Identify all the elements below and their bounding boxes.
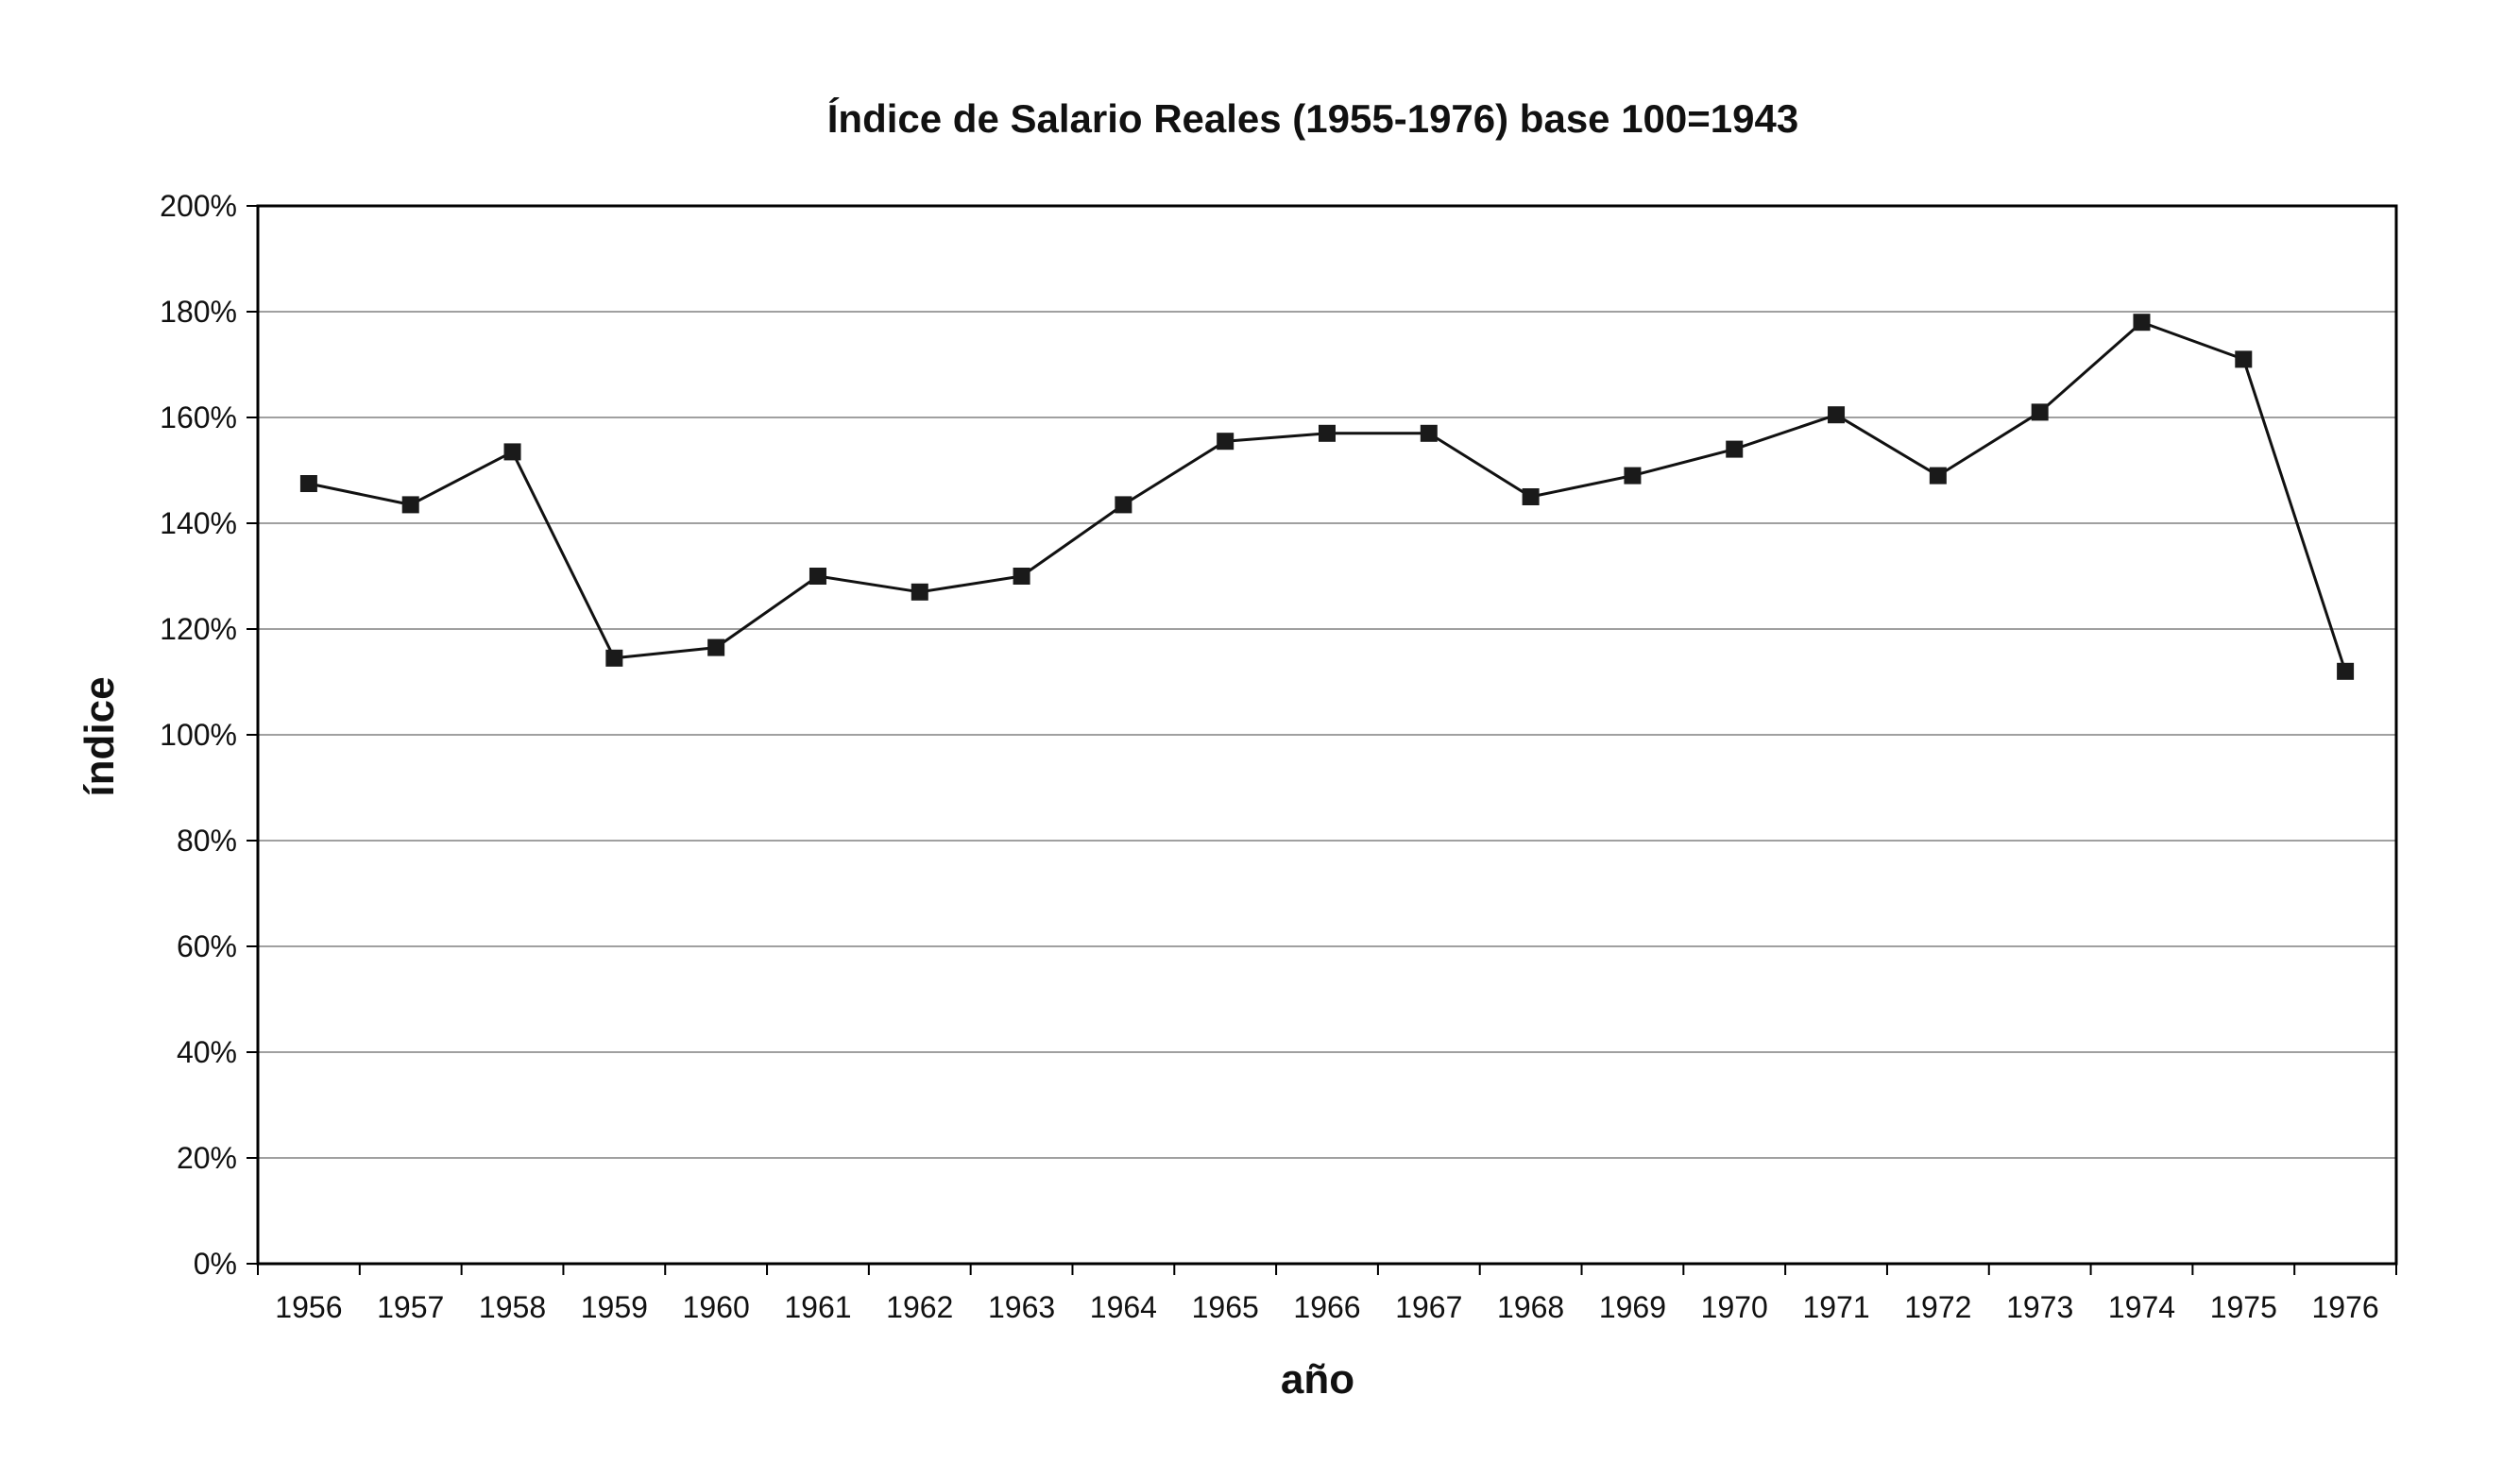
data-point — [911, 583, 928, 601]
y-tick-label: 0% — [194, 1247, 237, 1281]
y-tick-label: 100% — [160, 718, 237, 752]
data-point — [1522, 488, 1540, 505]
chart-title: Índice de Salario Reales (1955-1976) bas… — [827, 96, 1799, 141]
y-tick-label: 20% — [177, 1141, 237, 1175]
data-point — [1828, 406, 1846, 424]
y-axis: 0% 20% 40% 60% 80% 100% 120% 140% 160% 180% 200% — [160, 189, 258, 1281]
x-tick-label: 1963 — [988, 1290, 1055, 1324]
x-axis: 1956 1957 1958 1959 1960 1961 1962 1963 1964 1965… — [257, 1264, 2397, 1324]
data-point — [2235, 350, 2253, 368]
x-tick-label: 1967 — [1395, 1290, 1462, 1324]
y-tick-label: 140% — [160, 506, 237, 540]
x-tick-label: 1975 — [2210, 1290, 2277, 1324]
x-tick-label: 1965 — [1192, 1290, 1259, 1324]
data-point — [1319, 424, 1336, 442]
data-point — [1217, 433, 1234, 451]
data-point — [1726, 440, 1744, 458]
x-tick-label: 1973 — [2006, 1290, 2073, 1324]
gridlines — [258, 311, 2396, 1159]
data-point — [605, 649, 623, 667]
data-point — [1115, 496, 1132, 514]
x-tick-label: 1976 — [2312, 1290, 2379, 1324]
series-line — [308, 320, 2347, 672]
y-axis-title: índice — [77, 676, 123, 796]
x-tick-label: 1962 — [886, 1290, 953, 1324]
x-tick-label: 1956 — [275, 1290, 342, 1324]
data-point — [2031, 403, 2049, 421]
x-tick-label: 1960 — [683, 1290, 750, 1324]
y-tick-label: 200% — [160, 189, 237, 223]
x-tick-label: 1959 — [581, 1290, 648, 1324]
x-tick-label: 1969 — [1599, 1290, 1666, 1324]
y-tick-label: 80% — [177, 824, 237, 858]
data-point — [707, 638, 725, 656]
x-tick-label: 1957 — [377, 1290, 444, 1324]
y-tick-label: 120% — [160, 612, 237, 646]
x-tick-label: 1974 — [2108, 1290, 2175, 1324]
y-tick-label: 60% — [177, 929, 237, 963]
data-point — [2133, 314, 2151, 332]
y-tick-label: 40% — [177, 1035, 237, 1069]
x-tick-label: 1972 — [1904, 1290, 1971, 1324]
data-point — [809, 568, 826, 585]
y-tick-label: 180% — [160, 295, 237, 329]
x-tick-label: 1971 — [1802, 1290, 1869, 1324]
data-point — [1624, 467, 1642, 485]
data-point — [401, 496, 419, 514]
data-point — [1420, 424, 1438, 442]
x-tick-label: 1968 — [1497, 1290, 1564, 1324]
data-point — [1013, 568, 1030, 585]
data-point — [2337, 662, 2355, 680]
x-tick-label: 1964 — [1090, 1290, 1157, 1324]
x-tick-label: 1958 — [479, 1290, 546, 1324]
x-tick-label: 1961 — [784, 1290, 851, 1324]
data-point — [503, 443, 521, 461]
plot-frame — [256, 204, 2398, 1266]
x-tick-label: 1970 — [1701, 1290, 1768, 1324]
y-tick-label: 160% — [160, 400, 237, 434]
series — [299, 314, 2355, 680]
x-tick-label: 1966 — [1293, 1290, 1360, 1324]
x-axis-title: año — [1281, 1356, 1354, 1403]
data-point — [1929, 467, 1947, 485]
data-point — [299, 475, 317, 492]
